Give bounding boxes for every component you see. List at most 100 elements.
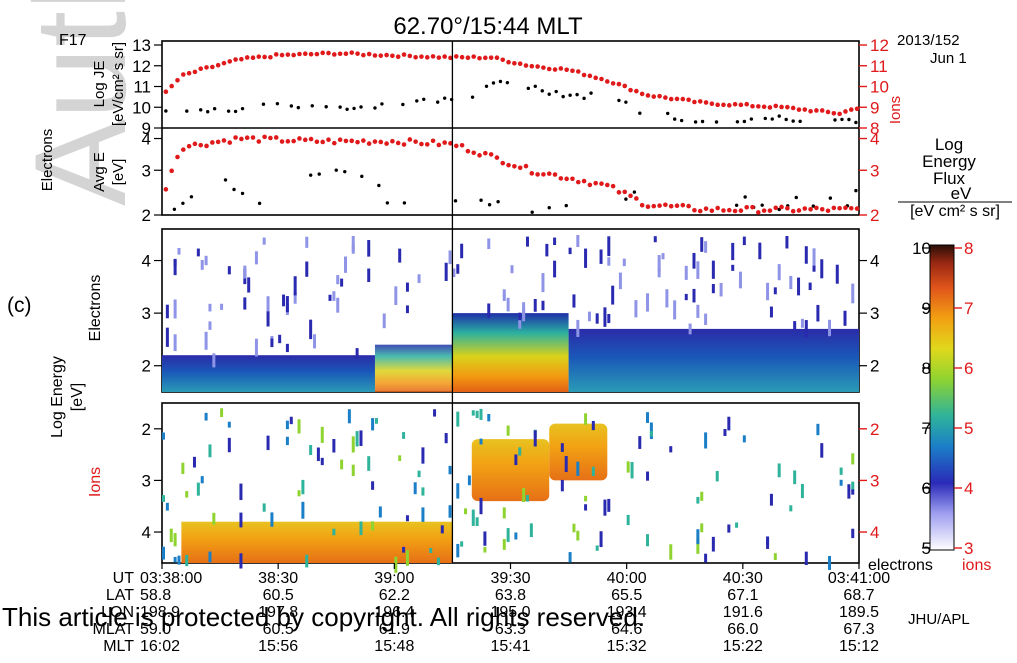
je-ion-point	[628, 87, 633, 93]
avge-electron-point	[308, 173, 313, 177]
avge-ion-point	[244, 135, 250, 140]
colorbar-ion-tick-label: 6	[964, 359, 973, 378]
ion-flux-speckle	[723, 429, 727, 436]
ion-flux-speckle	[711, 536, 715, 552]
electron-flux-speckle	[254, 251, 258, 265]
je-ion-point	[517, 61, 523, 67]
ion-flux-speckle	[518, 447, 522, 456]
avge-ion-point	[697, 208, 703, 214]
ion-flux-speckle	[208, 444, 212, 458]
je-ion-point	[535, 64, 540, 69]
je-ion-point	[192, 69, 198, 75]
avge-electron-point	[172, 207, 177, 211]
avge-electron-point	[811, 204, 816, 208]
electron-flux-speckle	[665, 289, 669, 308]
ion-flux-speckle	[456, 543, 460, 558]
ion-flux-speckle	[467, 475, 471, 486]
electron-flux-speckle	[382, 313, 386, 329]
avge-ion-point	[732, 208, 738, 214]
ion-flux-speckle	[603, 499, 607, 516]
chart-title: 62.70°/15:44 MLT	[393, 13, 583, 40]
ion-flux-speckle	[456, 483, 460, 499]
colorbar-title-3: Flux	[933, 169, 966, 188]
je-ion-point	[645, 93, 651, 98]
colorbar-ion-tick-label: 5	[964, 419, 973, 438]
electron-flux-speckle	[293, 291, 297, 304]
je-ion-point	[721, 102, 726, 108]
x-axis-value: 58.8	[140, 587, 171, 604]
ion-flux-speckle	[227, 437, 231, 453]
ion-flux-speckle	[576, 461, 580, 476]
ion-flux-speckle	[851, 489, 855, 495]
je-ion-point	[512, 60, 517, 66]
avge-ion-point	[692, 207, 697, 213]
ion-flux-speckle	[630, 461, 634, 479]
avge-label: Avg E	[91, 152, 108, 192]
je-ion-point	[395, 54, 401, 60]
je-electron-point	[749, 117, 754, 121]
electron-flux-speckle	[541, 300, 545, 311]
x-axis-value: 68.7	[843, 587, 874, 604]
avge-ion-point	[430, 138, 436, 144]
avge-ion-point	[663, 202, 668, 208]
je-ion-point	[453, 54, 459, 59]
electron-flux-speckle	[522, 308, 526, 317]
avge-electron-point	[240, 191, 245, 196]
avge-electron-point	[632, 190, 637, 194]
avge-ion-point	[465, 148, 471, 154]
avge-units: [eV]	[110, 159, 127, 186]
electron-flux-speckle	[804, 320, 808, 338]
avge-ion-point	[459, 142, 465, 148]
ion-flux-speckle	[227, 421, 231, 428]
avge-ion-point	[320, 139, 325, 145]
ion-flux-speckle	[301, 479, 305, 495]
ion-flux-speckle	[700, 523, 704, 533]
je-ion-point	[697, 99, 703, 104]
avge-ion-point	[808, 206, 813, 212]
top-right-group-label: Ions	[887, 96, 904, 124]
avge-ion-point	[192, 141, 198, 147]
avge-ion-point	[552, 172, 558, 177]
je-ion-point	[210, 64, 215, 70]
je-electron-point	[310, 104, 314, 108]
je-ion-point	[529, 63, 535, 69]
avge-ion-point	[767, 208, 773, 213]
electron-flux-speckle	[355, 348, 359, 359]
avge-electron-point	[479, 198, 483, 202]
ion-flux-speckle	[529, 523, 533, 538]
electron-flux-speckle	[525, 236, 529, 247]
ion-flux-speckle	[440, 525, 444, 534]
avge-ion-point	[744, 205, 750, 210]
avge-ion-point	[285, 139, 291, 144]
electron-flux-speckle	[711, 260, 715, 279]
je-ion-point	[169, 83, 174, 89]
avge-ion-point	[175, 154, 180, 160]
electron-flux-speckle	[731, 242, 735, 261]
avge-electron-point	[377, 183, 381, 188]
ion-flux-speckle	[413, 482, 417, 495]
je-ion-point	[634, 88, 639, 94]
je-ion-point	[465, 55, 471, 61]
electron-flux-speckle	[622, 258, 626, 267]
avge-ion-point	[668, 203, 674, 209]
colorbar-electron-label: electrons	[868, 557, 933, 574]
ion-flux-speckle	[506, 528, 510, 542]
ion-flux-speckle	[181, 462, 185, 475]
je-ion-point	[709, 101, 715, 107]
ion-flux-speckle	[533, 430, 537, 447]
ion-flux-speckle	[525, 494, 529, 502]
top-group-label: Electrons	[39, 129, 56, 192]
avge-ion-point	[680, 202, 686, 208]
electron-flux-band	[374, 344, 453, 392]
avge-ion-point	[239, 136, 244, 142]
avge-ion-point	[779, 204, 784, 210]
electron-flux-speckle	[332, 291, 336, 301]
ion-flux-speckle	[378, 506, 382, 518]
je-ion-point	[779, 104, 784, 110]
ion-flux-speckle	[727, 524, 731, 533]
avge-ion-point	[308, 136, 314, 142]
electron-flux-speckle	[777, 264, 781, 281]
electron-energy-tick-label: 2	[142, 357, 151, 376]
avge-ion-point	[390, 138, 395, 144]
electron-flux-speckle	[812, 248, 816, 267]
